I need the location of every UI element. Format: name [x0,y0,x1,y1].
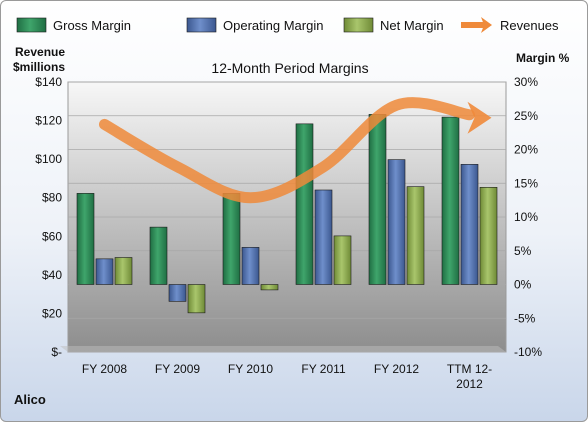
right-tick-label: 30% [514,75,538,89]
legend-label: Gross Margin [53,18,131,33]
bar-gross-margin [149,226,168,285]
revenue-arrowhead [467,101,492,134]
legend-swatch [343,17,374,33]
bar-operating-margin [241,247,260,285]
bar-gross-margin [295,123,314,285]
left-tick-label: $100 [35,152,62,166]
right-tick-label: -5% [514,311,536,325]
left-tick-label: $20 [42,306,62,320]
legend-label: Net Margin [380,18,444,33]
legend-label: Revenues [500,18,559,33]
right-tick-label: 10% [514,210,538,224]
company-label: Alico [14,392,46,407]
category-label: FY 2009 [155,362,200,376]
right-tick-label: 0% [514,278,532,292]
bar-gross-margin [76,193,95,285]
category-label: TTM 12- [447,362,492,376]
right-tick-label: 5% [514,244,532,258]
bar-net-margin [406,186,425,285]
left-tick-label: $40 [42,268,62,282]
bar-operating-margin [95,258,114,285]
left-tick-label: $- [51,345,62,359]
right-tick-label: 25% [514,109,538,123]
category-label: FY 2012 [374,362,419,376]
revenue-line [99,97,475,204]
legend-swatch [186,17,217,33]
legend-swatch [481,17,492,33]
bar-net-margin [114,257,133,285]
category-label: FY 2008 [82,362,127,376]
left-axis-label: Revenue [15,45,65,59]
left-tick-label: $80 [42,191,62,205]
bar-operating-margin [314,189,333,285]
left-tick-label: $60 [42,229,62,243]
bar-operating-margin [460,164,479,285]
right-tick-label: 15% [514,176,538,190]
plot-floor [60,346,506,352]
legend-label: Operating Margin [223,18,323,33]
bar-gross-margin [441,116,460,285]
bar-operating-margin [168,284,187,302]
right-tick-label: 20% [514,143,538,157]
category-label: FY 2010 [228,362,273,376]
legend-swatch [16,17,47,33]
bar-net-margin [187,284,206,314]
category-label: 2012 [456,377,483,391]
bar-operating-margin [387,159,406,285]
bar-net-margin [333,235,352,285]
bar-net-margin [479,187,498,285]
left-axis-label: $millions [13,60,65,74]
right-tick-label: -10% [514,345,542,359]
left-tick-label: $140 [35,75,62,89]
bar-net-margin [260,284,279,291]
right-axis-label: Margin % [516,51,570,65]
left-tick-label: $120 [35,114,62,128]
bar-gross-margin [368,114,387,285]
category-label: FY 2011 [301,362,346,376]
bar-gross-margin [222,193,241,285]
chart-title: 12-Month Period Margins [211,60,368,76]
